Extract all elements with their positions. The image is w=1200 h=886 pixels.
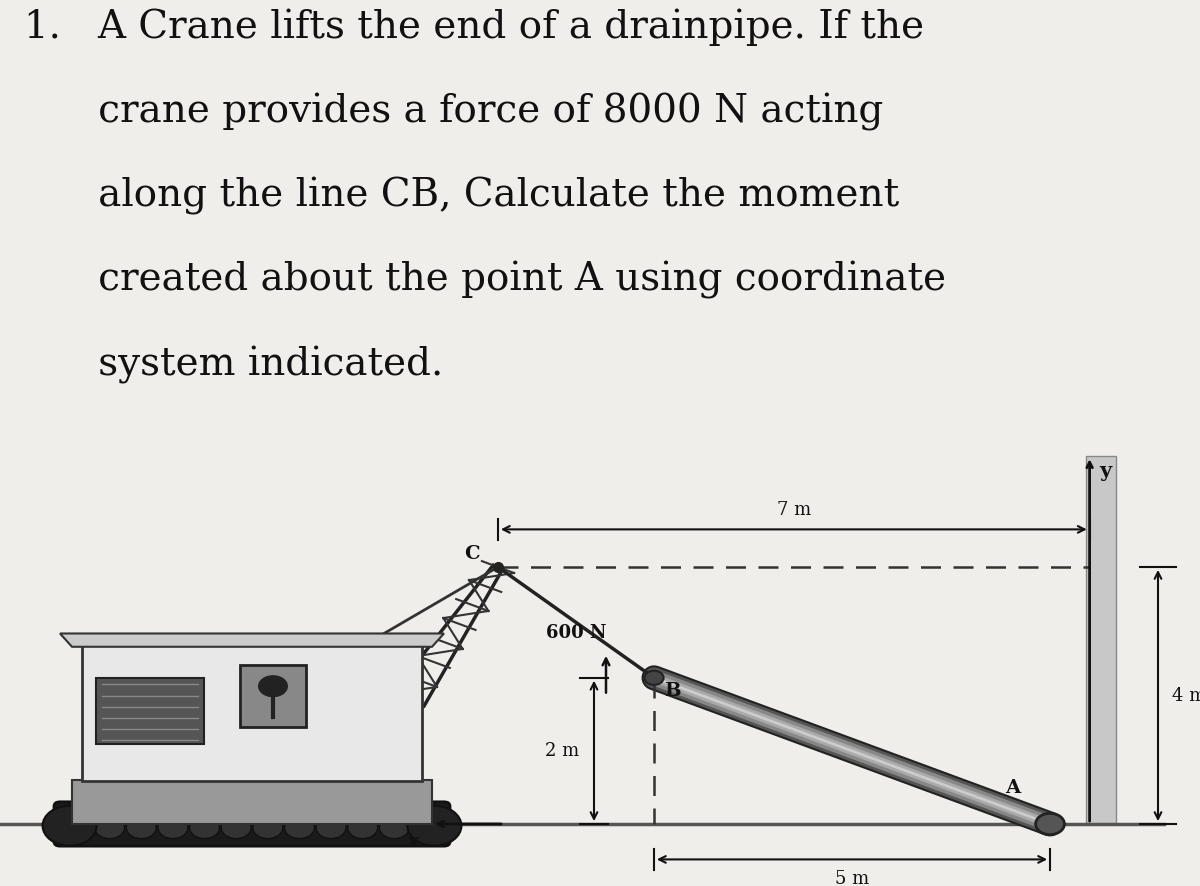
Circle shape — [408, 806, 461, 845]
Text: 1.   A Crane lifts the end of a drainpipe. If the: 1. A Crane lifts the end of a drainpipe.… — [24, 9, 924, 46]
Text: C: C — [464, 545, 480, 563]
Text: along the line CB, Calculate the moment: along the line CB, Calculate the moment — [24, 177, 899, 215]
Text: system indicated.: system indicated. — [24, 346, 443, 384]
Circle shape — [644, 671, 664, 685]
Circle shape — [64, 817, 94, 838]
Text: created about the point A using coordinate: created about the point A using coordina… — [24, 261, 946, 299]
Text: B: B — [664, 682, 680, 700]
Circle shape — [221, 817, 251, 838]
Circle shape — [348, 817, 378, 838]
Bar — [240, 664, 306, 727]
Circle shape — [258, 675, 288, 697]
Text: 600 N: 600 N — [546, 625, 606, 642]
Circle shape — [412, 817, 442, 838]
Circle shape — [190, 817, 220, 838]
Text: 4 m: 4 m — [1172, 687, 1200, 704]
Bar — [1086, 456, 1116, 824]
Circle shape — [126, 817, 156, 838]
Polygon shape — [60, 633, 444, 647]
Text: y: y — [1099, 461, 1111, 481]
Circle shape — [316, 817, 346, 838]
FancyBboxPatch shape — [54, 802, 450, 846]
FancyBboxPatch shape — [82, 645, 422, 781]
Circle shape — [1036, 813, 1064, 835]
Text: A: A — [1004, 780, 1020, 797]
Text: 5 m: 5 m — [835, 870, 869, 886]
Circle shape — [284, 817, 314, 838]
Text: x: x — [408, 833, 420, 851]
Circle shape — [95, 817, 125, 838]
Text: 2 m: 2 m — [545, 742, 580, 760]
Circle shape — [43, 806, 97, 845]
Circle shape — [253, 817, 283, 838]
Text: 7 m: 7 m — [776, 501, 811, 519]
Circle shape — [158, 817, 188, 838]
Circle shape — [379, 817, 409, 838]
Bar — [72, 780, 432, 824]
Text: crane provides a force of 8000 N acting: crane provides a force of 8000 N acting — [24, 93, 883, 131]
Bar — [96, 678, 204, 744]
